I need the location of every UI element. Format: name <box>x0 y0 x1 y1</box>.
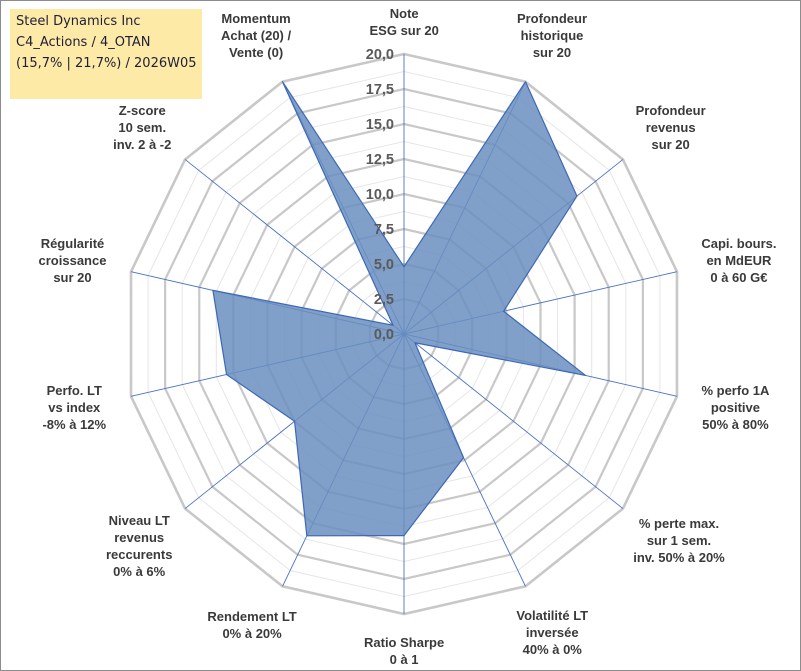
axis-label-line: positive <box>710 400 760 416</box>
axis-label-line: % perte max. <box>638 516 720 532</box>
axis-label-line: Profondeur <box>516 10 588 26</box>
axis-label-line: croissance <box>38 252 107 268</box>
axis-label-line: % perfo 1A <box>701 383 770 399</box>
axis-label-1: Note ESG sur 20 <box>370 5 439 39</box>
axis-label-line: historique <box>520 27 584 43</box>
axis-label-line: Rendement LT <box>207 609 297 624</box>
axis-label-line: revenus <box>114 529 165 545</box>
axis-label-6: % perte max. sur 1 sem. inv. 50% à 20% <box>633 515 725 566</box>
axis-label-line: ESG sur 20 <box>369 23 439 38</box>
axis-label-line: Note <box>389 6 419 21</box>
axis-label-line: 0% à 20% <box>222 626 282 641</box>
tick-label: 2,5 <box>374 292 394 308</box>
axis-label-line: reccurents <box>105 546 173 562</box>
title-category: C4_Actions / 4_OTAN <box>16 35 151 50</box>
spoke-6 <box>403 333 624 509</box>
series-area <box>212 81 587 537</box>
axis-label-8: Ratio Sharpe 0 à 1 <box>364 634 444 668</box>
tick-label: 7,5 <box>374 222 394 238</box>
axis-label-line: Profondeur <box>635 102 706 118</box>
axis-label-line: Vente (0) <box>228 44 284 60</box>
axis-label-13: Z-score 10 sem. inv. 2 à -2 <box>113 102 171 153</box>
axis-label-3: Profondeur revenus sur 20 <box>636 102 706 153</box>
axis-label-2: Profondeur historique sur 20 <box>517 10 587 61</box>
axis-label-line: Achat (20) / <box>221 27 292 43</box>
axis-label-line: Niveau LT <box>108 512 170 528</box>
axis-label-12: Régularité croissance sur 20 <box>39 235 107 286</box>
axis-label-line: 0 à 1 <box>389 652 419 667</box>
axis-label-line: inv. 2 à -2 <box>113 136 172 152</box>
axis-label-line: 0% à 6% <box>113 563 166 579</box>
radar-series <box>212 81 587 537</box>
tick-label: 0,0 <box>374 327 394 343</box>
tick-label: 17,5 <box>366 82 394 98</box>
axis-label-line: Perfo. LT <box>46 383 102 399</box>
axis-label-line: inversée <box>525 625 579 641</box>
axis-label-line: 10 sem. <box>118 119 167 135</box>
axis-label-line: en MdEUR <box>706 252 772 268</box>
axis-label-line: vs index <box>48 400 101 416</box>
axis-label-line: Ratio Sharpe <box>364 635 445 650</box>
axis-label-line: revenus <box>645 119 696 135</box>
axis-label-line: sur 20 <box>532 44 572 60</box>
axis-label-7: Volatilité LT inversée 40% à 0% <box>516 607 588 658</box>
tick-label: 15,0 <box>366 117 394 133</box>
tick-label: 5,0 <box>374 257 394 273</box>
axis-label-line: sur 1 sem. <box>646 533 712 549</box>
tick-label: 20,0 <box>366 47 394 63</box>
axis-label-line: Volatilité LT <box>516 608 589 624</box>
axis-label-5: % perfo 1A positive 50% à 80% <box>701 382 769 433</box>
axis-label-14: Momentum Achat (20) / Vente (0) <box>221 10 291 61</box>
axis-label-line: Régularité <box>40 235 105 251</box>
axis-label-9: Rendement LT 0% à 20% <box>207 608 296 642</box>
spoke-13 <box>184 159 405 335</box>
axis-label-4: Capi. bours. en MdEUR 0 à 60 G€ <box>701 235 776 286</box>
axis-label-line: -8% à 12% <box>42 417 107 433</box>
axis-label-line: 50% à 80% <box>702 417 769 433</box>
axis-label-line: sur 20 <box>651 136 690 152</box>
axis-label-line: sur 20 <box>53 269 92 285</box>
axis-label-line: Capi. bours. <box>701 235 777 251</box>
axis-label-10: Niveau LT revenus reccurents 0% à 6% <box>106 512 172 580</box>
tick-label: 12,5 <box>366 152 394 168</box>
tick-label: 10,0 <box>366 187 394 203</box>
radial-tick-labels: 0,0 2,5 5,0 7,5 10,0 12,5 15,0 17,5 20,0 <box>366 47 394 343</box>
chart-title-box: Steel Dynamics Inc C4_Actions / 4_OTAN (… <box>10 9 202 99</box>
axis-label-line: 40% à 0% <box>522 642 582 658</box>
title-metrics: (15,7% | 21,7%) / 2026W05 <box>16 56 197 71</box>
axis-label-line: inv. 50% à 20% <box>633 550 725 566</box>
axis-label-line: Momentum <box>221 10 291 26</box>
axis-label-line: Z-score <box>118 102 166 118</box>
axis-label-11: Perfo. LT vs index -8% à 12% <box>42 382 106 433</box>
title-company: Steel Dynamics Inc <box>16 14 141 29</box>
axis-label-line: 0 à 60 G€ <box>710 269 768 285</box>
